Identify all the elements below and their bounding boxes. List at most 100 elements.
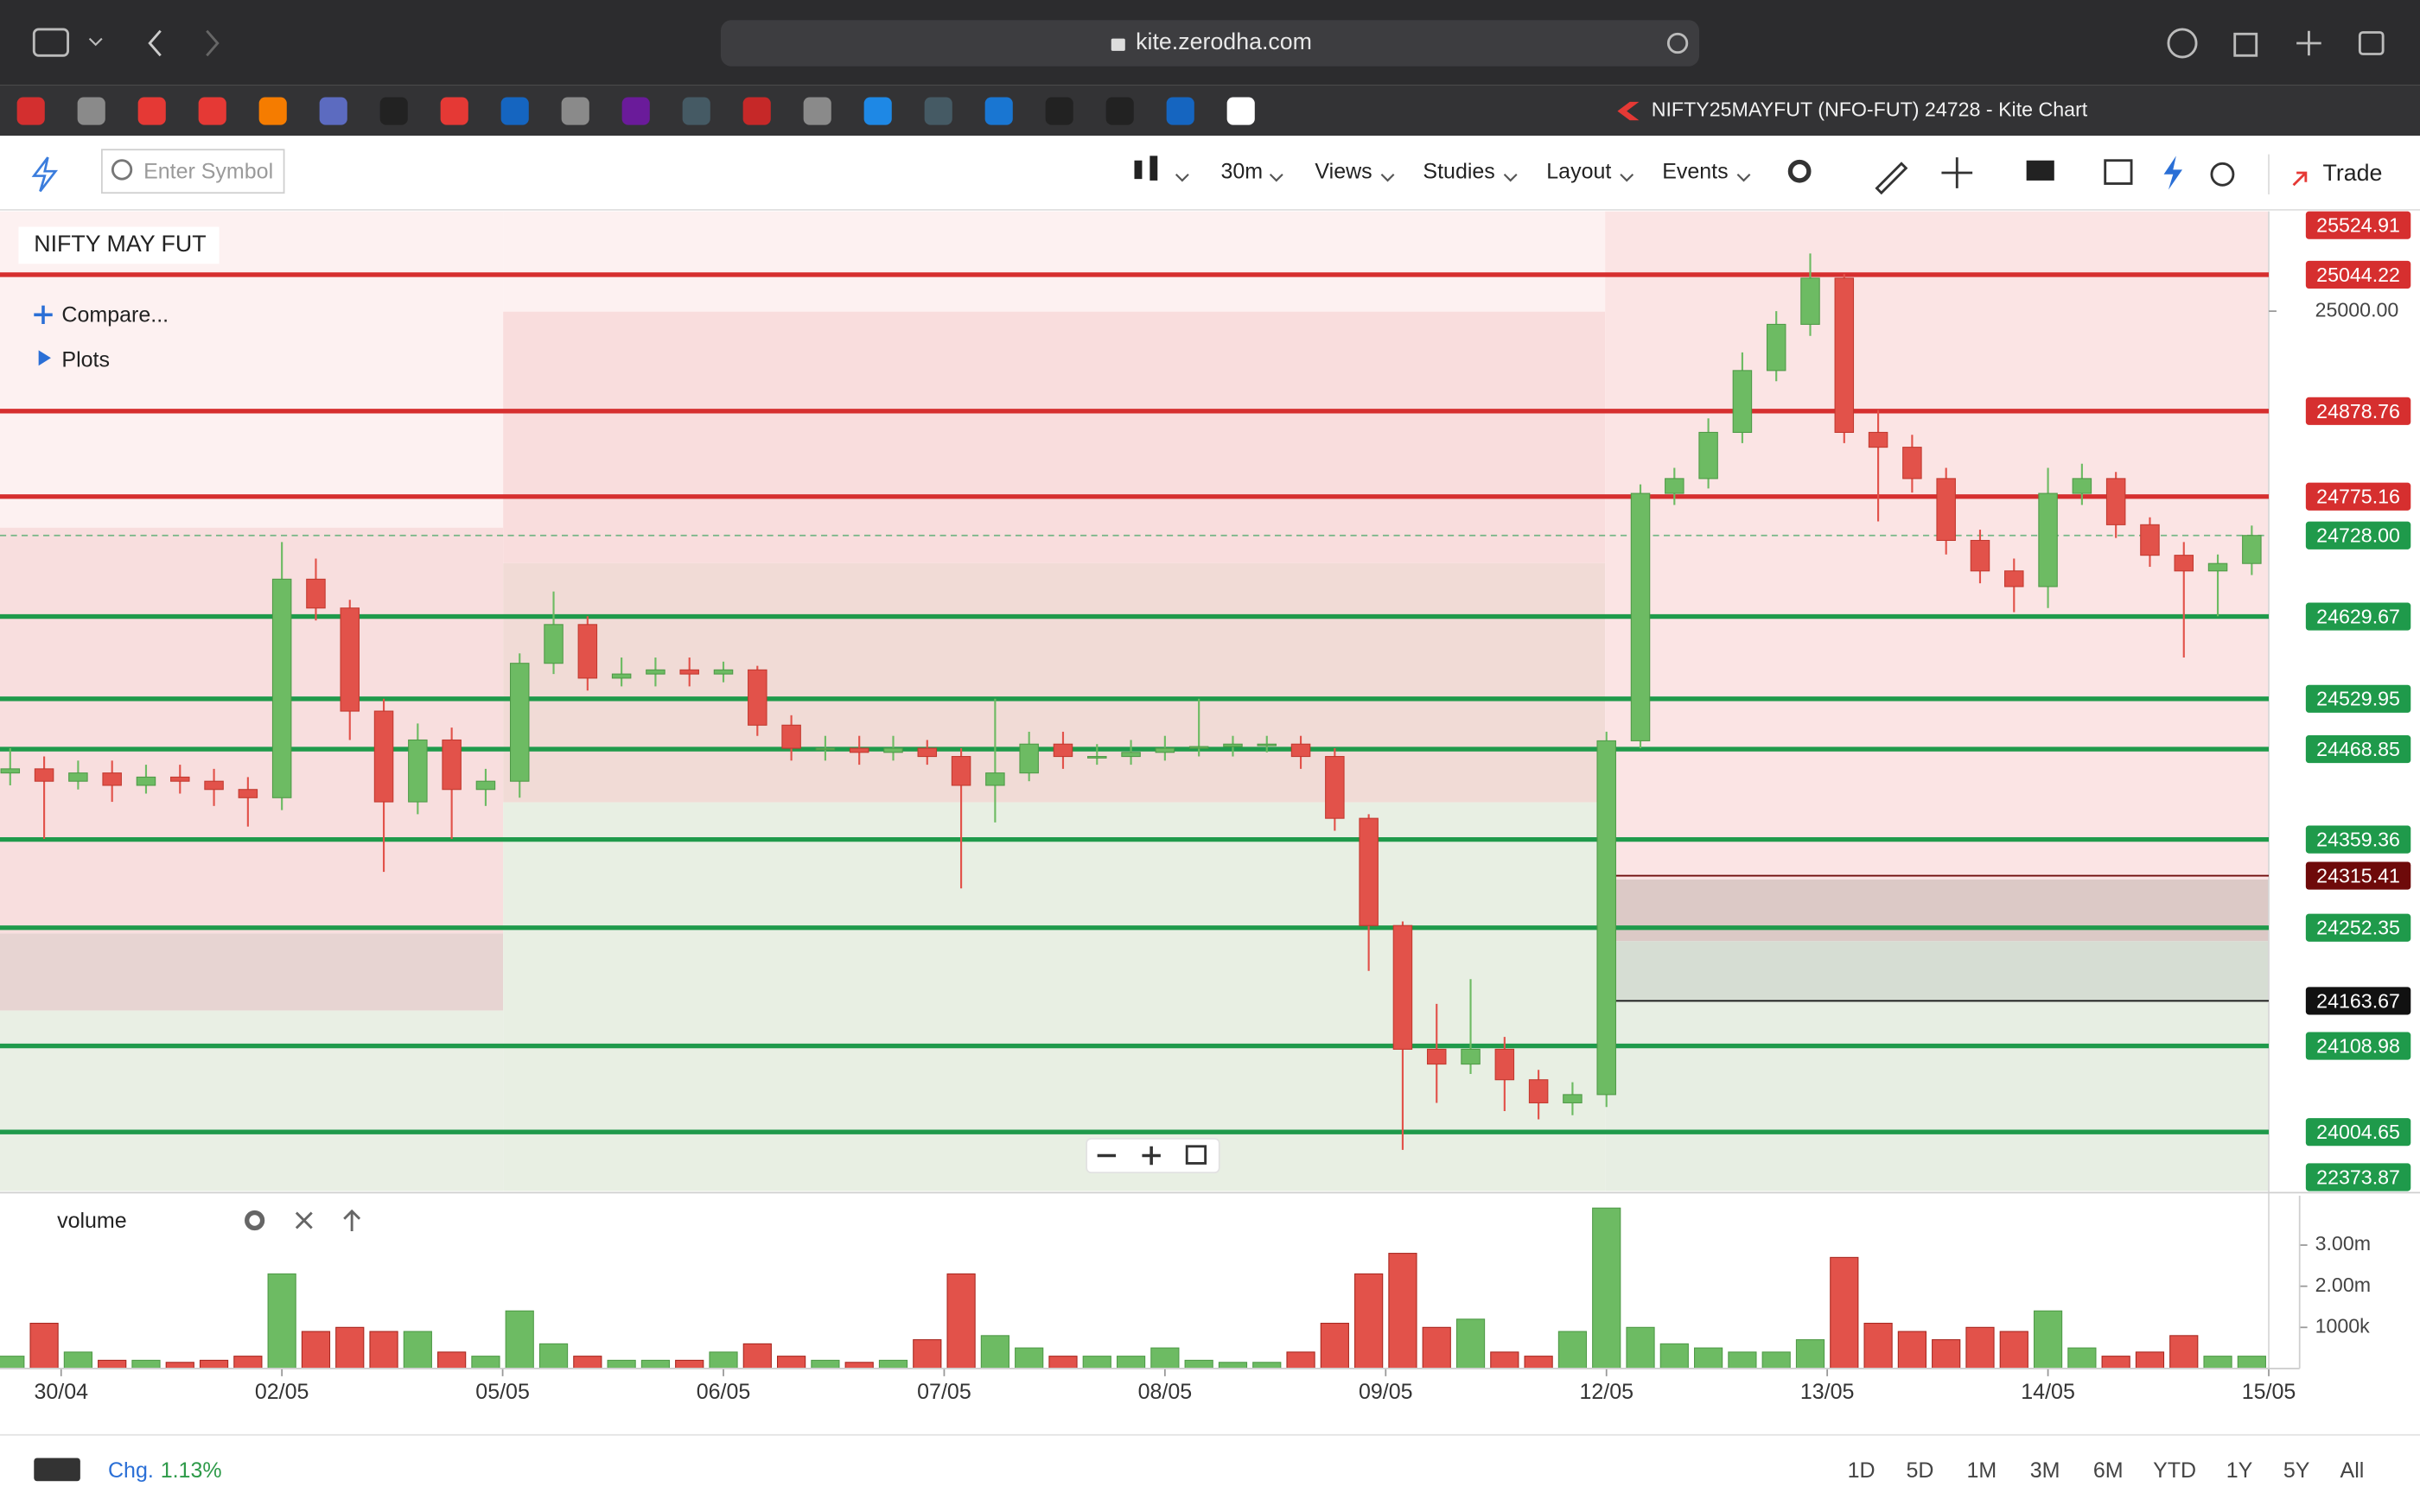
bookmark[interactable]: [77, 97, 105, 125]
refresh-button[interactable]: [2210, 162, 2235, 187]
level-tag: [2305, 1163, 2411, 1191]
bookmark[interactable]: [440, 97, 468, 125]
toolbar: [0, 136, 2420, 210]
share-button[interactable]: [2233, 32, 2258, 57]
candle-body: [2140, 524, 2160, 556]
volume-bar: [131, 1359, 161, 1369]
bookmark[interactable]: [803, 97, 831, 125]
draw-button[interactable]: [1875, 162, 1908, 195]
plots-button[interactable]: Plots: [61, 347, 110, 372]
flash-button[interactable]: [2163, 156, 2182, 190]
range-button[interactable]: 3M: [2030, 1458, 2060, 1483]
chart-type-button[interactable]: [1134, 156, 1189, 182]
level-tag: [2305, 521, 2411, 550]
candle-body: [1902, 447, 1922, 480]
volume-bar: [1830, 1256, 1859, 1369]
candle-body: [1563, 1094, 1583, 1103]
url: kite.zerodha.com: [1136, 29, 1312, 54]
candle-body: [204, 780, 224, 791]
range-button[interactable]: All: [2340, 1458, 2365, 1483]
level-label: 24315.41: [2316, 864, 2400, 886]
volume-tick-label: 3.00m: [2315, 1232, 2372, 1255]
bookmark[interactable]: [1166, 97, 1194, 125]
range-button[interactable]: 5Y: [2283, 1458, 2310, 1483]
bookmark[interactable]: [198, 97, 226, 125]
level-label: 24775.16: [2316, 486, 2400, 508]
bookmark[interactable]: [1226, 97, 1255, 125]
candle-body: [1868, 431, 1888, 448]
bookmark[interactable]: [682, 97, 710, 125]
reload-button[interactable]: [1666, 32, 1689, 54]
bookmark[interactable]: [137, 97, 166, 125]
candle-body: [0, 768, 21, 774]
candle-icon: [1150, 156, 1158, 181]
bookmark[interactable]: [1045, 97, 1073, 125]
candle-body: [1766, 323, 1786, 372]
bookmark[interactable]: [258, 97, 287, 125]
forward-button[interactable]: [206, 29, 220, 57]
bookmark[interactable]: [863, 97, 892, 125]
bookmark[interactable]: [16, 97, 45, 125]
bookmark[interactable]: [924, 97, 952, 125]
change-value: 1.13%: [161, 1458, 222, 1483]
table-button[interactable]: [2104, 159, 2133, 185]
bookmark[interactable]: [984, 97, 1013, 125]
level-label: 24359.36: [2316, 829, 2400, 851]
menu[interactable]: Events: [1662, 160, 1728, 184]
trade-button[interactable]: Trade: [2323, 160, 2383, 186]
sidebar-menu[interactable]: [88, 37, 103, 47]
zoom-in[interactable]: [1142, 1146, 1161, 1166]
kite-logo[interactable]: [31, 156, 59, 193]
candle-body: [306, 578, 326, 609]
candle-body: [1359, 817, 1379, 926]
comment-button[interactable]: [2026, 160, 2054, 181]
crosshair-button[interactable]: [1941, 157, 1973, 188]
x-tick-label: 09/05: [1359, 1380, 1413, 1404]
candle-body: [1257, 743, 1277, 746]
compare-button[interactable]: Compare...: [61, 303, 169, 327]
bookmark[interactable]: [621, 97, 650, 125]
volume-bar: [505, 1310, 534, 1369]
volume-close[interactable]: [295, 1211, 313, 1229]
candles: [0, 253, 2262, 1150]
candle-body: [951, 756, 971, 786]
new-tab-button[interactable]: [2296, 30, 2321, 56]
level-label: 24728.00: [2316, 524, 2400, 547]
keyboard-icon[interactable]: [34, 1458, 80, 1482]
sidebar-button[interactable]: [32, 28, 69, 57]
bookmark[interactable]: [742, 97, 771, 125]
downloads-button[interactable]: [2167, 28, 2198, 59]
settings-button[interactable]: [1787, 159, 1812, 183]
level-label: 25524.91: [2316, 214, 2400, 237]
bookmark[interactable]: [561, 97, 589, 125]
range-button[interactable]: 6M: [2093, 1458, 2124, 1483]
url-bar[interactable]: [720, 20, 1700, 67]
candle-body: [1155, 747, 1175, 753]
range-button[interactable]: 5D: [1906, 1458, 1933, 1483]
range-button[interactable]: 1Y: [2226, 1458, 2253, 1483]
volume-bar: [63, 1351, 92, 1369]
back-button[interactable]: [148, 29, 162, 57]
bookmark[interactable]: [319, 97, 347, 125]
tabs-button[interactable]: [2358, 31, 2385, 55]
level-tag: [2305, 260, 2411, 289]
fullscreen[interactable]: [1185, 1145, 1207, 1165]
menu[interactable]: Layout: [1546, 160, 1611, 184]
bookmark[interactable]: [500, 97, 529, 125]
range-button[interactable]: YTD: [2153, 1458, 2196, 1483]
volume-bar: [675, 1359, 704, 1369]
range-button[interactable]: 1D: [1848, 1458, 1876, 1483]
bookmark[interactable]: [1105, 97, 1134, 125]
range-button[interactable]: 1M: [1966, 1458, 1996, 1483]
volume-move-up[interactable]: [343, 1209, 361, 1231]
bookmark[interactable]: [379, 97, 408, 125]
menu[interactable]: Views: [1315, 160, 1372, 184]
volume-settings[interactable]: [245, 1210, 265, 1231]
interval-menu[interactable]: 30m: [1221, 160, 1264, 184]
candle-body: [1461, 1048, 1481, 1065]
chevron: [1175, 174, 1189, 182]
chevron: [1736, 174, 1751, 182]
candle-body: [1970, 539, 1990, 572]
candle-body: [1053, 743, 1073, 758]
menu[interactable]: Studies: [1423, 160, 1494, 184]
